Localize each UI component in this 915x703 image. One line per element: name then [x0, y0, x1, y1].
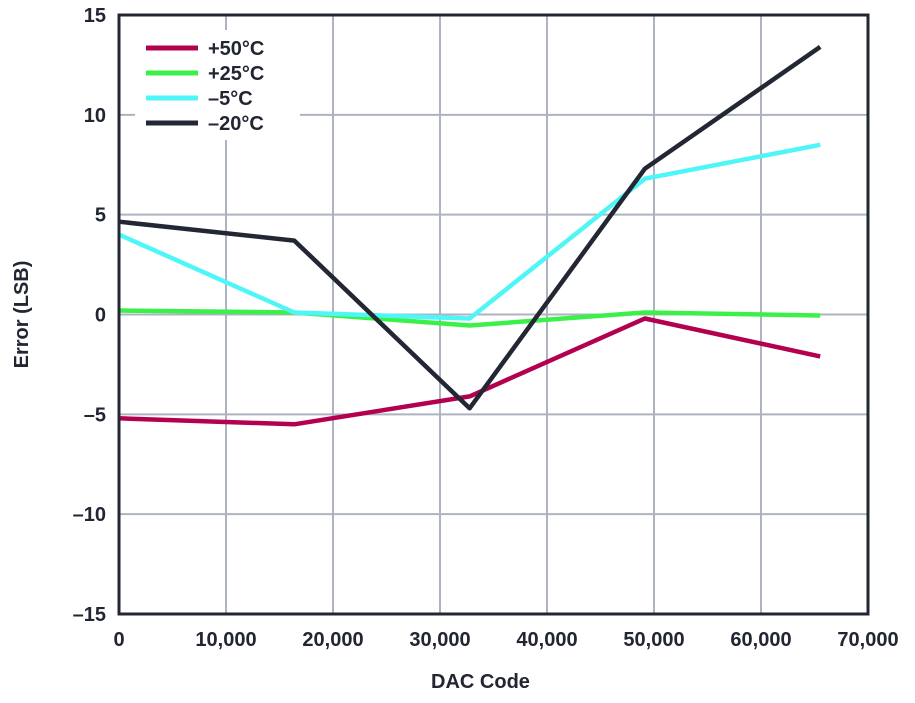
legend-label-5c: –5°C [208, 88, 253, 110]
x-tick-label: 30,000 [409, 629, 470, 651]
series-line-25c [118, 308, 821, 328]
legend-label-50c: +50°C [208, 38, 264, 60]
plot-border [117, 13, 870, 616]
x-tick-label: 0 [113, 629, 124, 651]
y-tick-label: –5 [84, 404, 106, 426]
legend: +50°C +25°C –5°C –20°C [135, 30, 300, 140]
legend-label-20c: –20°C [208, 113, 264, 135]
y-tick-label: 0 [95, 305, 106, 327]
series-line-5c [118, 142, 821, 321]
y-axis-title: Error (LSB) [11, 261, 33, 369]
legend-label-25c: +25°C [208, 63, 264, 85]
x-tick-label: 20,000 [302, 629, 363, 651]
series-line-50c [118, 316, 821, 427]
x-tick-label: 50,000 [623, 629, 684, 651]
y-tick-label: –10 [73, 504, 106, 526]
y-tick-label: 5 [95, 205, 106, 227]
x-tick-label: 40,000 [516, 629, 577, 651]
series-lines [118, 45, 822, 427]
x-tick-labels: 0 10,000 20,000 30,000 40,000 50,000 60,000 70,… [113, 629, 898, 651]
y-tick-label: 10 [84, 105, 106, 127]
y-tick-label: 15 [84, 5, 106, 27]
series-line-20c [118, 45, 822, 411]
x-axis-title: DAC Code [431, 671, 530, 693]
x-tick-label: 60,000 [730, 629, 791, 651]
plot-frame [117, 13, 870, 616]
x-tick-label: 10,000 [195, 629, 256, 651]
y-tick-labels: –15 –10 –5 0 5 10 15 [73, 5, 106, 626]
x-tick-label: 70,000 [837, 629, 898, 651]
y-tick-label: –15 [73, 604, 106, 626]
